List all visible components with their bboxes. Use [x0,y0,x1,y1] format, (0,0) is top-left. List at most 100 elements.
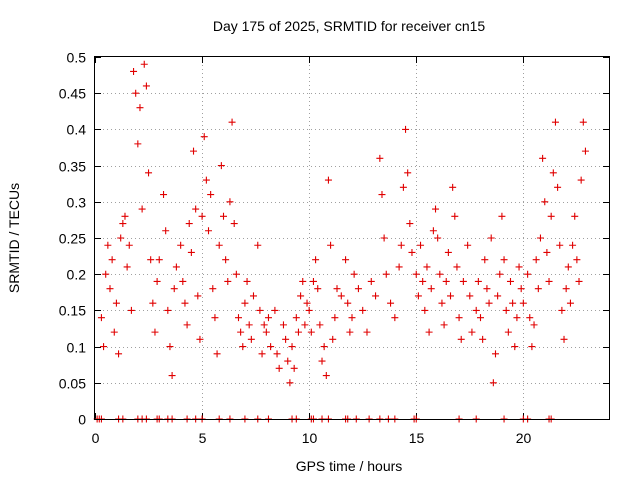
data-point [481,256,489,264]
points-layer [93,60,589,423]
data-point [254,241,262,249]
data-point [440,321,448,329]
data-point [222,256,230,264]
data-point [202,176,210,184]
data-point [519,299,527,307]
data-point [213,350,221,358]
data-point [556,241,564,249]
data-point [337,292,345,300]
data-point [264,314,272,322]
data-point [573,256,581,264]
data-point [434,234,442,242]
data-point [344,299,352,307]
data-point [395,263,403,271]
data-point [432,205,440,213]
data-point [399,183,407,191]
data-point [483,285,491,293]
data-point [112,299,120,307]
data-point [217,162,225,170]
data-point [205,227,213,235]
data-point [367,277,375,285]
data-point [136,104,144,112]
data-point [412,270,420,278]
y-tick-label: 0.05 [59,376,86,392]
data-point [102,270,110,278]
data-point [406,220,414,228]
data-point [562,285,570,293]
data-point [491,350,499,358]
data-point [511,343,519,351]
data-point [243,277,251,285]
data-point [513,314,521,322]
data-point [464,241,472,249]
data-point [209,285,217,293]
data-point [472,306,480,314]
data-point [459,277,467,285]
data-point [380,234,388,242]
data-point [545,277,553,285]
data-point [256,306,264,314]
data-point [534,285,542,293]
data-point [577,176,585,184]
data-point [354,285,362,293]
data-point [539,154,547,162]
data-point [140,60,148,68]
data-point [132,89,140,97]
x-axis-label: GPS time / hours [296,458,403,474]
data-point [303,299,311,307]
y-tick-label: 0.25 [59,231,86,247]
y-tick-label: 0.1 [67,340,87,356]
x-tick-label: 10 [302,430,318,446]
data-point [442,277,450,285]
chart-title: Day 175 of 2025, SRMTID for receiver cn1… [213,18,486,34]
y-tick-label: 0.3 [67,195,87,211]
data-point [305,306,313,314]
data-point [307,328,315,336]
data-point [200,133,208,141]
data-point [228,118,236,126]
data-point [185,220,193,228]
data-point [348,314,356,322]
data-point [549,169,557,177]
data-point [134,140,142,148]
data-point [419,277,427,285]
data-point [402,125,410,133]
data-point [110,328,118,336]
data-point [485,299,493,307]
data-point [404,169,412,177]
data-point [271,306,279,314]
data-point [346,328,354,336]
data-point [312,256,320,264]
data-point [153,277,161,285]
data-point [288,343,296,351]
y-tick-label: 0.4 [67,122,87,138]
data-point [558,306,566,314]
data-point [127,306,135,314]
data-point [479,335,487,343]
data-point [391,314,399,322]
data-point [142,82,150,90]
data-point [569,241,577,249]
data-point [350,270,358,278]
data-point [504,328,512,336]
y-tick-label: 0 [78,412,86,428]
data-point [342,256,350,264]
data-point [130,67,138,75]
data-point [245,321,253,329]
data-point [301,321,309,329]
data-point [286,379,294,387]
data-point [324,176,332,184]
data-point [170,285,178,293]
x-tick-label: 15 [409,430,425,446]
data-point [528,343,536,351]
data-point [155,256,163,264]
data-point [554,183,562,191]
data-point [506,277,514,285]
data-point [468,328,476,336]
data-point [258,350,266,358]
data-point [414,292,422,300]
data-point [108,256,116,264]
data-point [117,234,125,242]
